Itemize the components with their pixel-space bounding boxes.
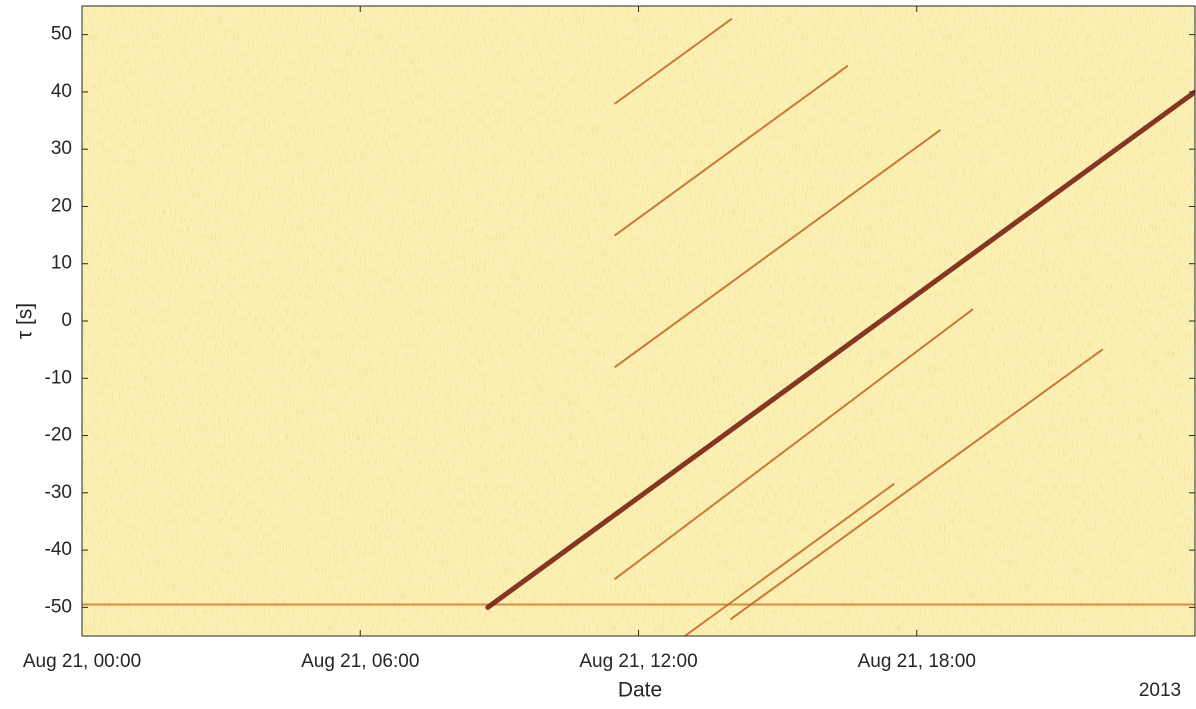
x-tick-label: Aug 21, 06:00 xyxy=(301,651,419,672)
y-tick-label: -40 xyxy=(45,539,72,560)
y-axis-label: τ [s] xyxy=(14,303,37,339)
trace xyxy=(683,483,895,636)
x-offset-text: 2013 xyxy=(1139,680,1181,701)
y-tick-label: 10 xyxy=(51,253,72,274)
trace xyxy=(730,348,1104,620)
y-tick-label: 0 xyxy=(61,310,72,331)
y-tick-label: 50 xyxy=(51,24,72,45)
x-axis-label: Date xyxy=(618,679,662,702)
trace xyxy=(485,89,1195,610)
trace xyxy=(614,308,974,580)
y-tick-label: -20 xyxy=(45,425,72,446)
y-tick-label: 20 xyxy=(51,195,72,216)
trace xyxy=(614,129,941,368)
x-tick-label: Aug 21, 12:00 xyxy=(579,651,697,672)
y-tick-label: -50 xyxy=(45,596,72,617)
y-tick-label: 40 xyxy=(51,81,72,102)
y-tick-label: 30 xyxy=(51,138,72,159)
y-tick-label: -30 xyxy=(45,482,72,503)
trace xyxy=(614,18,733,105)
x-tick-label: Aug 21, 00:00 xyxy=(23,651,141,672)
trace xyxy=(614,65,849,237)
traces xyxy=(82,18,1195,636)
x-tick-label: Aug 21, 18:00 xyxy=(858,651,976,672)
y-tick-label: -10 xyxy=(45,367,72,388)
noise-texture xyxy=(82,6,1195,636)
